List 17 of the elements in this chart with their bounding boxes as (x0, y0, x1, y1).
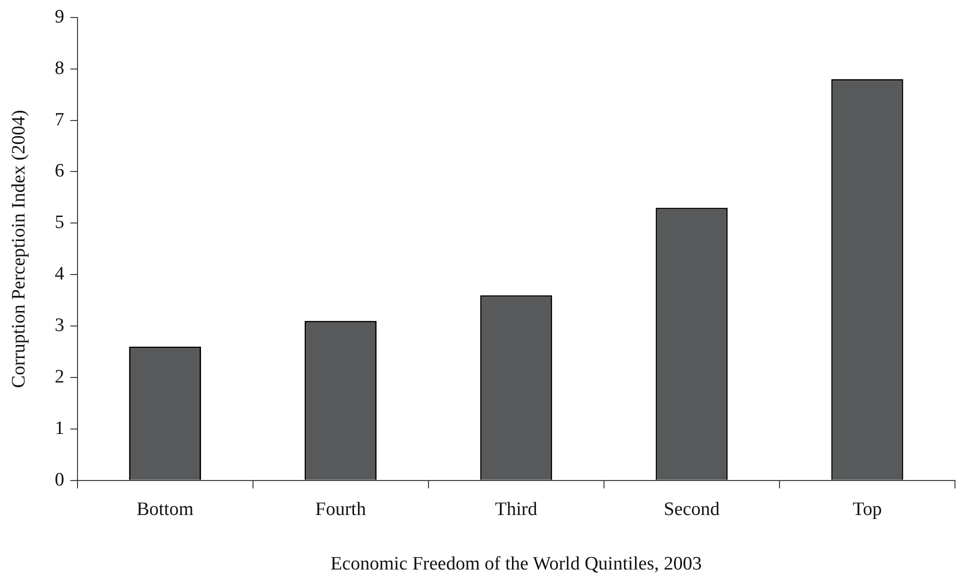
y-tick-label: 0 (54, 469, 64, 490)
y-tick-label: 9 (54, 6, 64, 28)
y-tick-label: 6 (54, 160, 64, 182)
y-tick-label: 1 (54, 418, 64, 439)
x-tick-label: Bottom (136, 498, 194, 520)
y-tick-label: 2 (54, 366, 64, 388)
y-tick-label: 4 (54, 264, 65, 285)
x-tick-label: Fourth (315, 498, 366, 520)
y-axis-title: Corruption Perceptioin Index (2004) (8, 110, 30, 388)
x-axis-title: Economic Freedom of the World Quintiles, 2003 (330, 554, 702, 575)
x-tick-label: Second (664, 498, 720, 520)
y-tick-label: 3 (54, 315, 64, 336)
y-tick-label: 8 (54, 58, 64, 79)
y-tick-label: 7 (54, 109, 64, 130)
x-tick-label: Third (495, 498, 538, 520)
x-tick-label: Top (852, 498, 882, 520)
y-tick-label: 5 (54, 212, 64, 234)
